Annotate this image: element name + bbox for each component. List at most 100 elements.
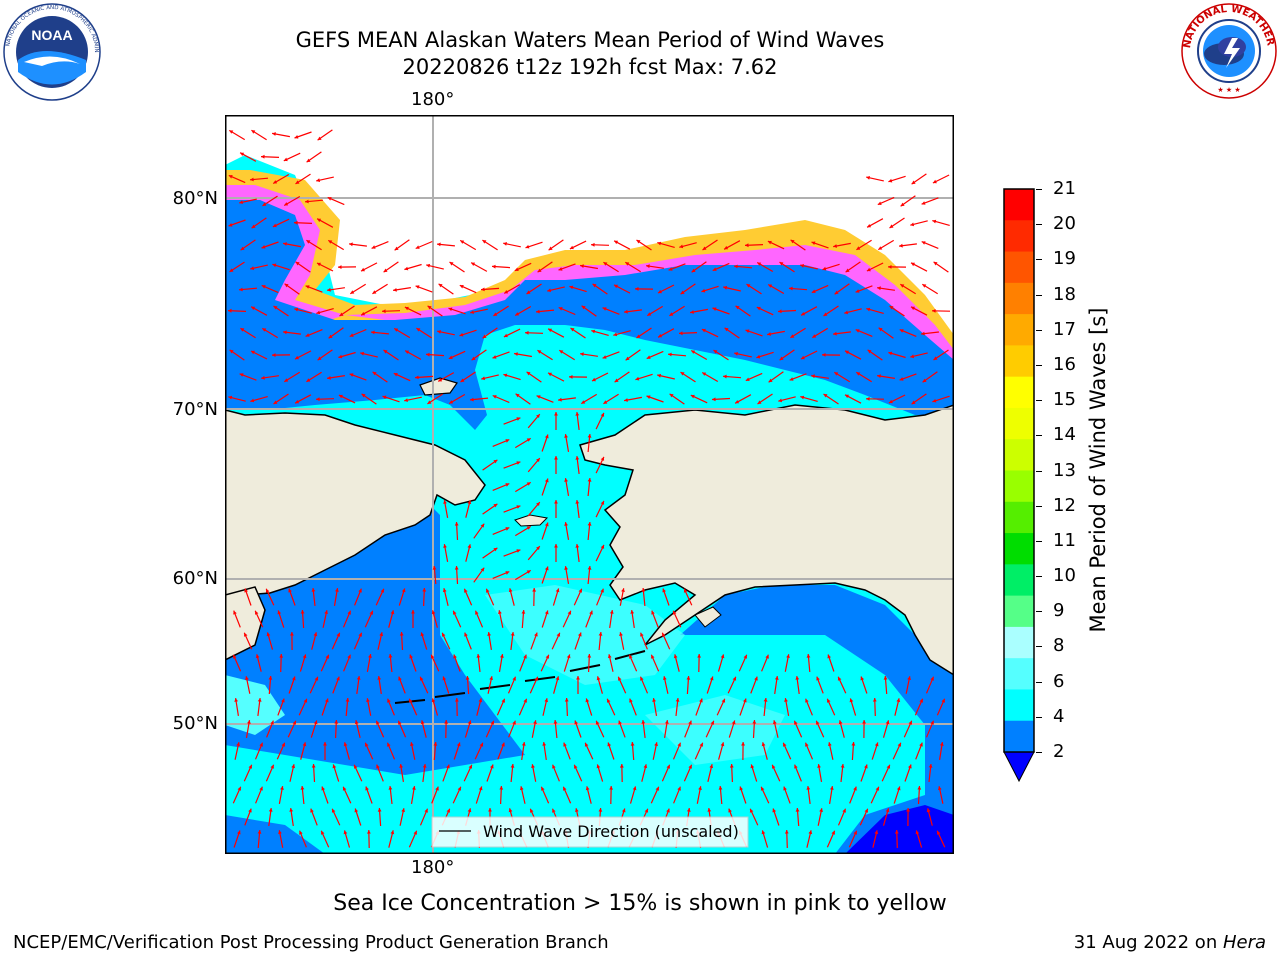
wave-arrow-head	[866, 267, 871, 272]
wave-arrow-head	[455, 698, 459, 702]
wave-arrow-head	[786, 654, 790, 658]
wave-arrow-head	[889, 224, 894, 228]
wave-arrow-head	[501, 698, 505, 703]
wave-arrow-head	[492, 264, 496, 269]
wave-arrow-head	[662, 588, 666, 593]
colorbar-tick-label: 2	[1053, 741, 1065, 762]
wave-arrow-head	[486, 588, 490, 593]
wave-arrow-head	[305, 199, 309, 204]
colorbar-tick-label: 9	[1053, 600, 1065, 622]
wave-arrow-head	[321, 786, 325, 791]
wave-arrow-head	[874, 830, 879, 835]
wave-arrow-head	[754, 676, 758, 681]
wave-arrow-head	[470, 310, 474, 314]
colorbar-tick-label: 19	[1053, 248, 1076, 270]
wave-arrow-head	[328, 240, 333, 244]
wave-arrow-head	[482, 334, 487, 339]
wave-arrow-head	[587, 566, 592, 570]
colorbar-tick-label: 4	[1053, 705, 1065, 727]
wave-arrow-head	[600, 588, 604, 593]
wave-arrow-head	[251, 306, 256, 311]
wave-arrow-head	[471, 356, 476, 361]
wave-arrow-head	[338, 354, 343, 359]
wave-arrow-head	[709, 764, 714, 769]
wave-arrow-head	[291, 764, 296, 769]
wave-arrow-head	[442, 588, 447, 593]
wave-arrow-head	[516, 417, 521, 421]
wave-arrow-head	[598, 808, 603, 812]
wave-arrow-head	[933, 261, 938, 266]
colorbar-tick-label: 15	[1053, 389, 1076, 411]
wave-arrow-head	[277, 610, 282, 615]
colorbar-cell	[1004, 595, 1034, 628]
wave-arrow-head	[371, 245, 376, 249]
wave-arrow-head	[454, 522, 459, 526]
wave-arrow-head	[336, 632, 340, 637]
wave-arrow-head	[481, 376, 486, 381]
colorbar-tick-label: 18	[1053, 283, 1076, 305]
wave-arrow-head	[894, 830, 899, 834]
wave-arrow-head	[311, 588, 316, 592]
wave-arrow-head	[404, 266, 409, 271]
wave-arrow-head	[327, 287, 331, 292]
wave-arrow-head	[853, 830, 857, 835]
land-siberia	[225, 409, 486, 596]
wave-arrow-head	[783, 742, 787, 747]
wave-arrow-head	[867, 349, 872, 354]
wave-arrow-head	[899, 243, 903, 248]
wave-arrow-head	[229, 268, 234, 272]
wave-arrow-head	[688, 720, 692, 725]
wave-arrow-head	[261, 285, 266, 289]
wave-arrow-head	[415, 375, 419, 380]
wave-arrow-head	[564, 698, 569, 702]
wave-arrow-head	[237, 830, 241, 835]
wave-arrow-head	[862, 720, 866, 724]
wave-arrow-head	[831, 830, 835, 835]
wave-arrow-head	[480, 567, 485, 572]
colorbar-tick-label: 17	[1053, 318, 1076, 340]
wave-arrow-head	[772, 764, 776, 769]
wave-arrow-head	[356, 676, 361, 680]
wave-arrow-head	[587, 434, 592, 438]
wave-arrow-head	[398, 676, 402, 681]
wave-arrow-head	[519, 786, 524, 791]
wave-arrow-head	[303, 698, 308, 703]
wave-arrow-head	[591, 242, 595, 247]
wave-arrow-head	[310, 808, 314, 813]
wave-arrow-head	[523, 654, 527, 659]
wave-arrow-head	[544, 566, 549, 571]
wave-arrow-head	[465, 676, 470, 680]
wave-arrow-head	[372, 371, 377, 376]
wave-arrow-head	[885, 720, 890, 725]
wave-arrow-head	[750, 764, 755, 769]
wave-arrow-head	[426, 352, 430, 357]
wave-arrow-head	[233, 654, 237, 659]
wave-arrow-head	[669, 393, 674, 398]
wave-arrow-head	[444, 720, 449, 724]
wave-arrow-head	[910, 222, 915, 227]
colorbar-cell	[1004, 282, 1034, 315]
wave-arrow-head	[390, 830, 395, 835]
wave-arrow-head	[629, 654, 633, 659]
wave-arrow-head	[501, 742, 505, 747]
wave-arrow-head	[609, 786, 613, 790]
wave-arrow-head	[512, 720, 516, 725]
wave-arrow-head	[603, 262, 608, 266]
wave-arrow-head	[228, 395, 233, 400]
wave-arrow-head	[720, 654, 725, 659]
wave-arrow-head	[299, 830, 303, 835]
wave-arrow-head	[499, 786, 504, 790]
wave-arrow-head	[280, 786, 284, 790]
wave-arrow-head	[734, 264, 738, 269]
wave-arrow-head	[456, 742, 461, 747]
wave-arrow-head	[354, 720, 359, 725]
wave-2-4-north	[225, 200, 954, 430]
colorbar-tick-mark	[1036, 505, 1042, 507]
wave-arrow-head	[669, 312, 674, 316]
wave-arrow-head	[525, 244, 530, 249]
wave-arrow-head	[347, 610, 351, 615]
wave-arrow-head	[229, 130, 234, 134]
wave-arrow-head	[587, 478, 592, 482]
wave-arrow-head	[811, 241, 816, 245]
wave-arrow-head	[713, 350, 718, 354]
